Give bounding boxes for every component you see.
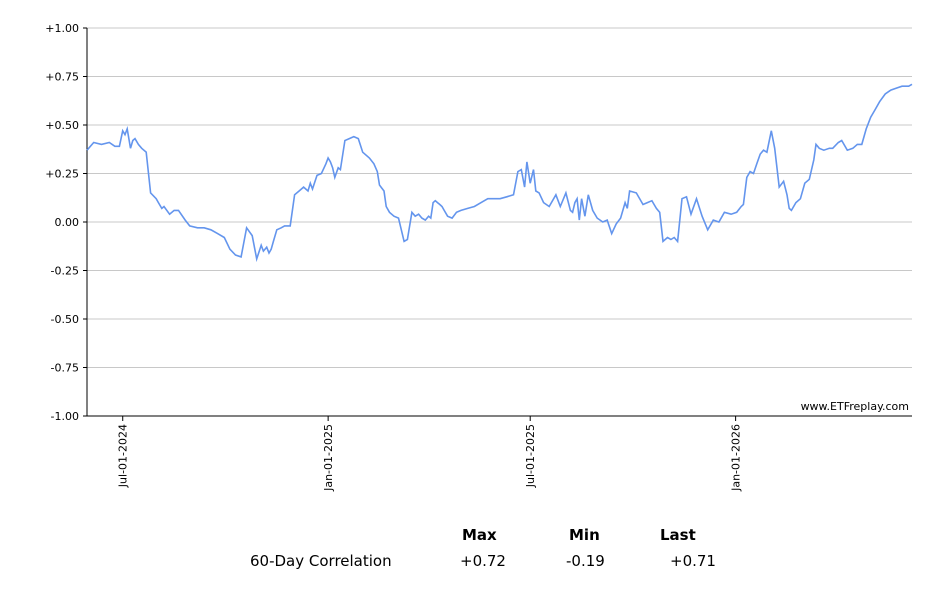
y-tick-label: -0.50: [51, 313, 79, 326]
value-min: -0.19: [566, 552, 605, 570]
y-tick-label: -0.25: [51, 265, 79, 278]
correlation-chart: +1.00 +0.75 +0.50 +0.25 0.00 -0.25 -0.50 -0.75 -…: [45, 22, 913, 492]
value-max: +0.72: [460, 552, 506, 570]
series-line: [86, 83, 913, 263]
x-tick-label: Jan-01-2026: [730, 424, 743, 492]
x-axis-ticks: Jul-01-2024 Jan-01-2025 Jul-01-2025 Jan-01-…: [117, 416, 743, 492]
y-tick-label: +0.50: [45, 119, 79, 132]
y-tick-label: -1.00: [51, 410, 79, 423]
header-max: Max: [462, 526, 497, 544]
y-tick-label: 0.00: [55, 216, 80, 229]
x-tick-label: Jul-01-2024: [117, 424, 130, 488]
x-tick-label: Jan-01-2025: [322, 424, 335, 492]
gridlines: [87, 27, 912, 417]
y-tick-label: +0.75: [45, 71, 79, 84]
x-tick-label: Jul-01-2025: [524, 424, 537, 488]
y-tick-label: +0.25: [45, 168, 79, 181]
watermark: www.ETFreplay.com: [801, 400, 909, 413]
stats-table: Max Min Last 60-Day Correlation +0.72 -0…: [0, 520, 940, 580]
header-min: Min: [569, 526, 600, 544]
value-last: +0.71: [670, 552, 716, 570]
y-axis-ticks: +1.00 +0.75 +0.50 +0.25 0.00 -0.25 -0.50 -0.75 -…: [45, 22, 87, 423]
row-label: 60-Day Correlation: [250, 552, 392, 570]
header-last: Last: [660, 526, 696, 544]
y-tick-label: -0.75: [51, 362, 79, 375]
y-tick-label: +1.00: [45, 22, 79, 35]
